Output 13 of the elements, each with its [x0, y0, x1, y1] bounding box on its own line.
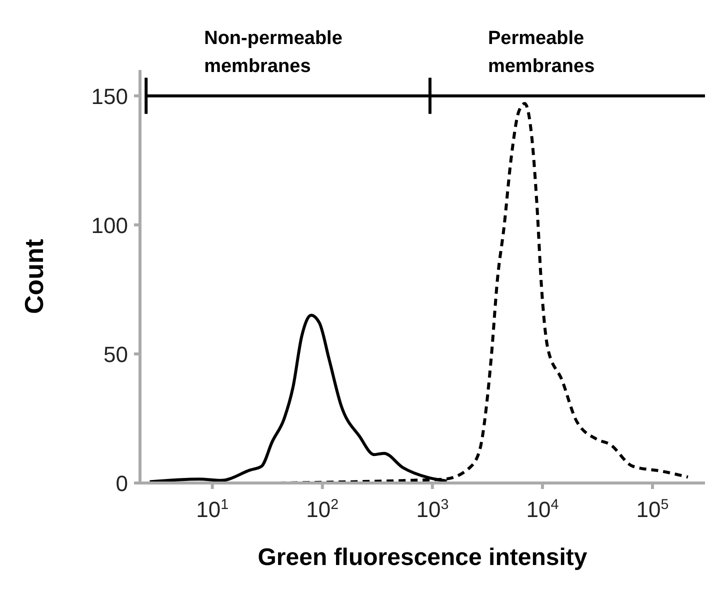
annotation: Non-permeable membranes [204, 28, 342, 77]
y-tick-label: 0 [116, 471, 128, 496]
annotation: Permeable membranes [488, 28, 595, 77]
x-tick-label: 10$^{3}$ [416, 497, 449, 522]
x-axis-title: Green fluorescence intensity [258, 544, 588, 571]
y-tick-label: 150 [91, 84, 128, 109]
x-tick-label: 10$^{5}$ [636, 497, 669, 522]
y-tick-label: 100 [91, 212, 128, 238]
x-tick-label: 10$^{2}$ [306, 497, 339, 522]
y-axis-title: Count [19, 238, 50, 314]
y-tick-label: 50 [104, 342, 128, 367]
x-tick-label: 10$^{1}$ [196, 497, 229, 522]
x-tick-label: 10$^{4}$ [526, 497, 559, 522]
